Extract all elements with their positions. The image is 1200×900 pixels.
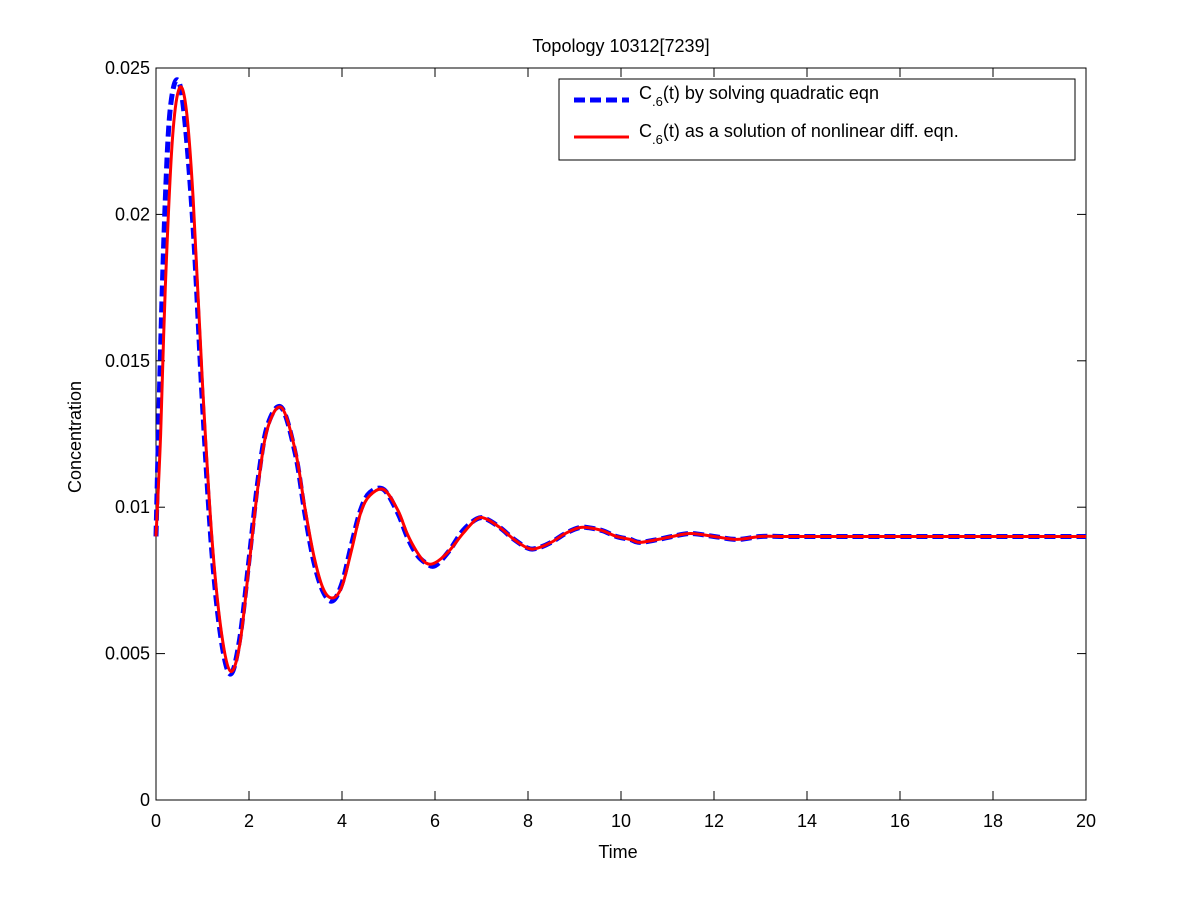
y-tick-label: 0.015: [105, 351, 150, 371]
y-tick-label: 0: [140, 790, 150, 810]
series-line-nonlinear: [154, 85, 1086, 673]
y-tick-label: 0.005: [105, 644, 150, 664]
legend-label-nonlinear-sub: .6: [652, 132, 663, 147]
x-tick-label: 16: [890, 811, 910, 831]
legend-label-quadratic: C.6(t) by solving quadratic eqn: [639, 83, 879, 109]
x-tick-label: 10: [611, 811, 631, 831]
plot-area: [155, 67, 1087, 801]
y-axis-ticks: 0 0.005 0.01 0.015 0.02 0.025: [105, 58, 1086, 810]
x-tick-label: 18: [983, 811, 1003, 831]
legend-label-quadratic-sub: .6: [652, 94, 663, 109]
x-axis-label: Time: [598, 842, 637, 862]
legend-label-quadratic-main: C: [639, 83, 652, 103]
x-axis-ticks: 0 2 4 6 8 10 12 14 16 18 20: [151, 68, 1096, 831]
x-tick-label: 8: [523, 811, 533, 831]
x-tick-label: 6: [430, 811, 440, 831]
y-tick-label: 0.02: [115, 204, 150, 224]
series-layer: [153, 77, 1086, 677]
legend: C.6(t) by solving quadratic eqn C.6(t) a…: [558, 78, 1076, 161]
x-tick-label: 4: [337, 811, 347, 831]
chart-title: Topology 10312[7239]: [532, 36, 709, 56]
y-tick-label: 0.01: [115, 497, 150, 517]
legend-label-nonlinear-main: C: [639, 121, 652, 141]
legend-box: [558, 78, 1076, 161]
legend-label-nonlinear: C.6(t) as a solution of nonlinear diff. …: [639, 121, 959, 147]
x-tick-label: 14: [797, 811, 817, 831]
x-tick-label: 0: [151, 811, 161, 831]
legend-label-nonlinear-rest: (t) as a solution of nonlinear diff. eqn…: [663, 121, 959, 141]
x-tick-label: 2: [244, 811, 254, 831]
y-tick-label: 0.025: [105, 58, 150, 78]
legend-label-quadratic-rest: (t) by solving quadratic eqn: [663, 83, 879, 103]
x-tick-label: 20: [1076, 811, 1096, 831]
x-tick-label: 12: [704, 811, 724, 831]
y-axis-label: Concentration: [65, 381, 85, 493]
